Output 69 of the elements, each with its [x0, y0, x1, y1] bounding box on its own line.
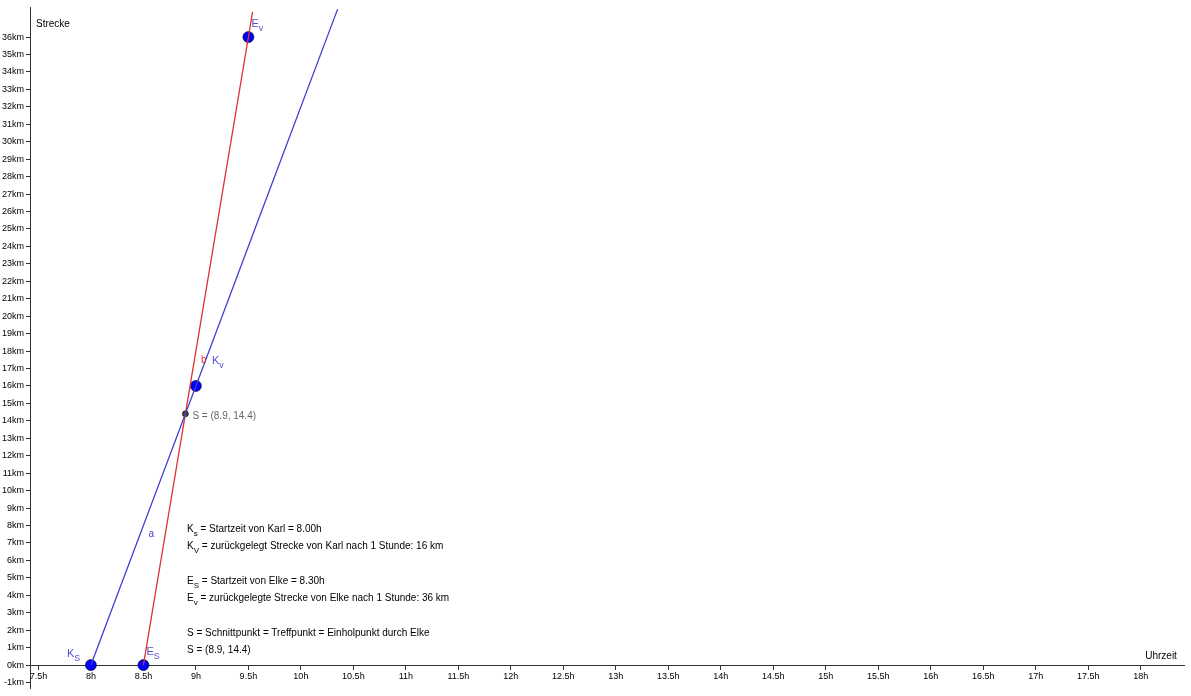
y-tick-label: 30km	[1, 136, 25, 147]
x-tick-label: 15h	[818, 670, 834, 681]
y-tick-label: 13km	[1, 432, 25, 443]
y-tick-label: 21km	[1, 293, 25, 304]
annotation: S = (8.9, 14.4)	[192, 409, 257, 421]
y-tick-label: 0km	[6, 659, 25, 670]
y-tick-label: -1km	[4, 676, 25, 687]
point	[137, 659, 150, 671]
y-tick-label: 33km	[1, 83, 25, 94]
y-tick-label: 3km	[6, 607, 25, 618]
y-tick-label: 9km	[6, 502, 25, 513]
y-tick-label: 28km	[1, 171, 25, 182]
y-tick-label: 12km	[1, 450, 25, 461]
series-label: a	[148, 528, 155, 540]
y-tick-label: 19km	[1, 328, 25, 339]
x-tick-label: 17h	[1028, 670, 1044, 681]
x-tick-label: 10h	[293, 670, 309, 681]
y-tick-label: 26km	[1, 205, 25, 216]
y-tick-label: 35km	[1, 48, 25, 59]
y-tick-label: 7km	[6, 537, 25, 548]
y-tick-label: 27km	[1, 188, 25, 199]
y-tick-label: 36km	[1, 31, 25, 42]
x-tick-label: 16h	[923, 670, 939, 681]
annotation: S = Schnittpunkt = Treffpunkt = Einholpunkt durch Elke	[187, 627, 430, 638]
y-tick-label: 8km	[6, 519, 25, 530]
y-tick-label: 11km	[2, 467, 25, 478]
y-axis-title: Strecke	[36, 18, 71, 30]
y-tick-label: 4km	[6, 589, 25, 600]
x-tick-label: 13.5h	[657, 670, 680, 681]
y-tick-label: 31km	[1, 118, 25, 129]
y-tick-label: 25km	[1, 223, 25, 234]
x-tick-label: 8.5h	[134, 670, 153, 681]
x-tick-label: 13h	[608, 670, 624, 681]
x-tick-label: 12h	[503, 670, 519, 681]
x-tick-label: 8h	[85, 670, 96, 681]
x-tick-label: 18h	[1133, 670, 1149, 681]
y-tick-label: 32km	[1, 101, 25, 112]
y-tick-label: 10km	[1, 485, 25, 496]
y-tick-label: 17km	[1, 362, 25, 373]
y-tick-label: 2km	[6, 624, 25, 635]
x-tick-label: 10.5h	[342, 670, 365, 681]
y-tick-label: 23km	[1, 258, 25, 269]
y-tick-label: 20km	[1, 310, 25, 321]
x-tick-label: 17.5h	[1077, 670, 1100, 681]
x-tick-label: 14h	[713, 670, 729, 681]
y-tick-label: 29km	[1, 153, 25, 164]
y-tick-label: 14km	[1, 415, 25, 426]
y-tick-label: 6km	[6, 554, 25, 565]
y-tick-label: 18km	[1, 345, 25, 356]
x-tick-label: 7.5h	[29, 670, 48, 681]
y-tick-label: 16km	[1, 380, 25, 391]
x-tick-label: 14.5h	[762, 670, 785, 681]
y-tick-label: 5km	[6, 572, 25, 583]
series-label: b	[200, 354, 207, 366]
y-tick-label: 1km	[6, 642, 25, 653]
x-tick-label: 15.5h	[867, 670, 890, 681]
x-tick-label: 9h	[190, 670, 201, 681]
x-tick-label: 12.5h	[552, 670, 575, 681]
annotation: S = (8.9, 14.4)	[187, 644, 251, 655]
y-tick-label: 34km	[1, 66, 25, 77]
x-tick-label: 11h	[398, 670, 414, 681]
x-tick-label: 11.5h	[447, 670, 470, 681]
x-tick-label: 9.5h	[239, 670, 258, 681]
point	[85, 659, 97, 671]
x-axis-title: Uhrzeit	[1145, 650, 1178, 662]
y-tick-label: 15km	[1, 397, 25, 408]
x-tick-label: 16.5h	[972, 670, 995, 681]
y-tick-label: 24km	[1, 240, 25, 251]
y-tick-label: 22km	[1, 275, 25, 286]
